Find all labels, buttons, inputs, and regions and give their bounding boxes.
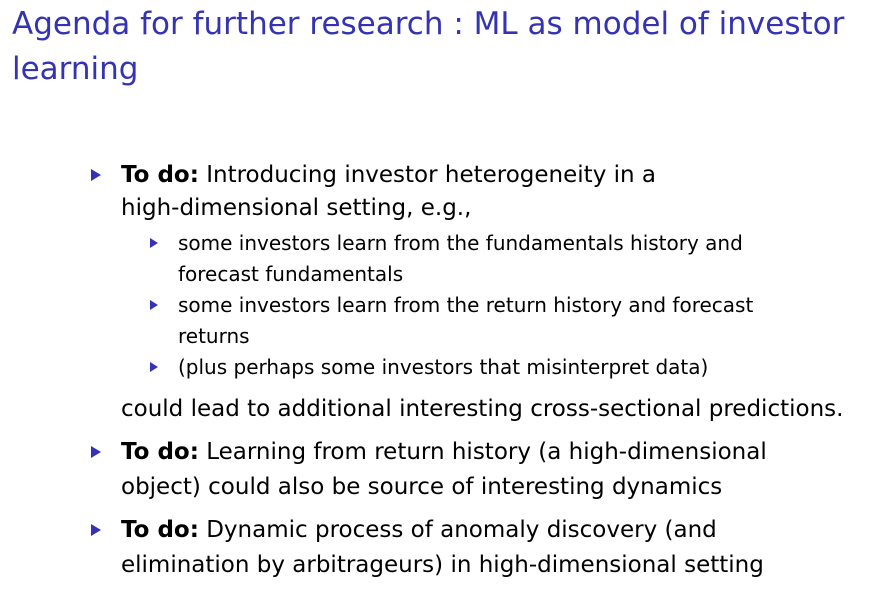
bullet-triangle-icon — [91, 169, 101, 181]
list-item-continuation: could lead to additional interesting cro… — [121, 396, 844, 422]
item-text: Learning from return history (a high-dim… — [206, 439, 767, 465]
sub-item-line: (plus perhaps some investors that misint… — [178, 355, 709, 379]
sub-item-line: returns — [178, 324, 250, 348]
sub-item-line: forecast fundamentals — [178, 262, 404, 286]
sub-bullet-triangle-icon — [150, 362, 158, 372]
todo-label: To do: — [121, 439, 199, 465]
list-item-line: elimination by arbitrageurs) in high-dim… — [121, 552, 764, 578]
bullet-triangle-icon — [91, 524, 101, 536]
todo-label: To do: — [121, 517, 199, 543]
sub-item-line: some investors learn from the fundamenta… — [178, 231, 743, 255]
slide-title: Agenda for further research : ML as mode… — [12, 2, 872, 92]
list-item-line: high-dimensional setting, e.g., — [121, 195, 472, 221]
sub-bullet-triangle-icon — [150, 238, 158, 248]
bullet-triangle-icon — [91, 446, 101, 458]
item-text: Introducing investor heterogeneity in a — [206, 162, 656, 188]
sub-bullet-triangle-icon — [150, 300, 158, 310]
list-item-line: To do: Dynamic process of anomaly discov… — [121, 512, 717, 548]
todo-label: To do: — [121, 162, 199, 188]
item-text: Dynamic process of anomaly discovery (an… — [206, 517, 717, 543]
sub-item-line: some investors learn from the return his… — [178, 293, 754, 317]
list-item-line: object) could also be source of interest… — [121, 474, 723, 500]
list-item-line: To do: Learning from return history (a h… — [121, 434, 767, 470]
list-item-line: To do: Introducing investor heterogeneit… — [121, 157, 656, 193]
slide-title-line1: Agenda for further research : ML as mode… — [12, 6, 845, 42]
slide-title-line2: learning — [12, 51, 139, 87]
